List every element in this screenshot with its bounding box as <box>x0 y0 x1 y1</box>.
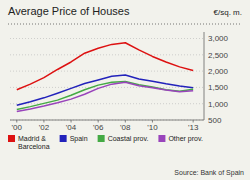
legend-entry-line: Spain <box>70 135 88 143</box>
y-axis-label: €/sq. m. <box>214 8 242 17</box>
grid-line <box>10 54 204 55</box>
legend-swatch <box>158 135 165 142</box>
plot-area <box>17 43 193 112</box>
x-tick-label: '13 <box>188 123 199 132</box>
x-tick-label: '06 <box>93 123 104 132</box>
series-line <box>17 82 193 111</box>
legend-entry-line: Coastal prov. <box>108 135 149 143</box>
legend-swatch <box>98 135 105 142</box>
y-tick-label: 1,500 <box>208 83 229 92</box>
y-tick-label: 1,000 <box>208 100 229 109</box>
y-tick-label: 2,000 <box>208 67 229 76</box>
grid-line <box>10 38 204 39</box>
legend-entry: Spain <box>70 135 88 143</box>
x-tick-label: '00 <box>12 123 23 132</box>
legend-entry: Madrid &Barcelona <box>18 135 50 150</box>
legend-entry: Coastal prov. <box>108 135 149 143</box>
y-tick-label: 3,000 <box>208 34 229 43</box>
grid-line <box>10 120 204 121</box>
y-axis-line <box>204 32 205 120</box>
legend-entry: Other prov. <box>168 135 203 143</box>
chart: Average Price of Houses €/sq. m. 500 1,000 1… <box>0 0 250 180</box>
x-tick-label: '04 <box>66 123 77 132</box>
y-tick-label: 500 <box>208 116 222 125</box>
x-tick-label: '02 <box>39 123 50 132</box>
grid-line <box>10 71 204 72</box>
series-line <box>17 43 193 90</box>
legend-entry-line: Other prov. <box>168 135 203 143</box>
grid-line <box>10 87 204 88</box>
legend-entry-line: Barcelona <box>18 143 50 150</box>
x-axis-line <box>10 120 204 121</box>
legend-swatch <box>8 135 15 142</box>
x-tick-label: '08 <box>120 123 131 132</box>
title: Average Price of Houses <box>8 5 130 17</box>
legend-entry-line: Madrid & <box>18 135 46 142</box>
x-tick-label: '10 <box>147 123 158 132</box>
title-separator <box>8 24 242 25</box>
annotation: Source: Bank of Spain <box>174 169 244 177</box>
legend-swatch <box>60 135 67 142</box>
y-tick-label: 2,500 <box>208 51 229 60</box>
